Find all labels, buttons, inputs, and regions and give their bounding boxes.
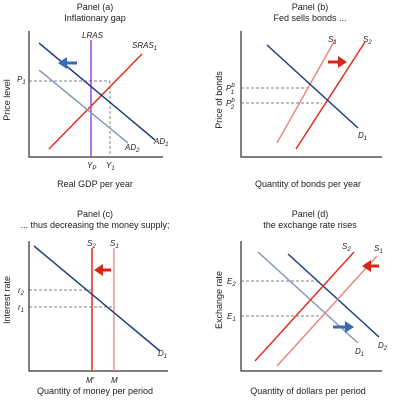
- panel-c-m-label: M: [111, 376, 118, 385]
- panel-b-pb2-label: Pb 2: [226, 98, 235, 111]
- panel-d-d1-curve: [257, 251, 359, 344]
- panel-d-xlabel: Quantity of dollars per period: [250, 386, 366, 396]
- panel-c-s2-label: S2: [87, 239, 96, 250]
- panel-d-ylabel: Exchange rate: [214, 271, 224, 329]
- panel-a-xlabel: Real GDP per year: [57, 179, 133, 189]
- panel-d-subtitle: the exchange rate rises: [263, 220, 357, 230]
- panel-b-subtitle: Fed sells bonds ...: [273, 13, 346, 23]
- panel-a-ad2-label: AD2: [124, 143, 140, 154]
- panel-c-m-prime-label: M': [86, 376, 95, 385]
- panel-d-s2-curve: [254, 251, 355, 362]
- panel-b-s2-label: S2: [363, 35, 372, 46]
- panel-a-lras-label: LRAS: [82, 31, 104, 40]
- panel-b-xlabel: Quantity of bonds per year: [255, 179, 361, 189]
- panel-d-d2-label: D2: [378, 341, 388, 352]
- panel-c: Panel (c) ... thus decreasing the money …: [2, 209, 170, 396]
- panel-d-s1-label: S1: [374, 244, 383, 255]
- panel-b-axes: [240, 31, 382, 158]
- panel-d-s1-curve: [276, 255, 378, 367]
- panel-c-subtitle: ... thus decreasing the money supply;: [20, 220, 169, 230]
- panel-b-title: Panel (b): [292, 2, 329, 12]
- panel-c-axes: [28, 241, 168, 372]
- panel-c-title: Panel (c): [77, 209, 113, 219]
- panel-c-ylabel: Interest rate: [2, 276, 12, 324]
- panel-a-ad1-curve: [38, 42, 156, 141]
- panel-c-shift-arrow: [94, 264, 111, 276]
- panel-b-pb1-label: Pb 1: [226, 83, 235, 96]
- panel-a-ylabel: Price level: [2, 79, 12, 121]
- panel-c-r2-label: r2: [18, 286, 25, 297]
- panel-b-ylabel: Price of bonds: [214, 71, 224, 129]
- panel-a-axes: [28, 31, 163, 158]
- panel-c-s1-label: S1: [110, 239, 119, 250]
- panel-a-p1-label: P1: [17, 75, 26, 86]
- panel-a-title: Panel (a): [77, 2, 114, 12]
- panel-a-shift-arrow: [58, 57, 77, 69]
- panel-a-yp-label: YP: [87, 161, 96, 172]
- panel-d-demand-shift-arrow: [333, 321, 354, 333]
- panel-d-title: Panel (d): [292, 209, 329, 219]
- panel-b-s2-curve: [295, 41, 366, 150]
- panel-d-d2-curve: [287, 253, 380, 338]
- panel-d: Panel (d) the exchange rate rises Exchan…: [214, 209, 388, 396]
- panel-b: Panel (b) Fed sells bonds ... Price of b…: [214, 2, 382, 189]
- panel-c-d1-label: D1: [158, 349, 167, 360]
- panel-c-xlabel: Quantity of money per period: [37, 386, 153, 396]
- panel-d-e2-label: E2: [227, 277, 236, 288]
- panel-c-d1-curve: [33, 245, 161, 352]
- panel-a: Panel (a) Inflationary gap Price level R…: [2, 2, 168, 189]
- panel-c-r1-label: r1: [18, 303, 24, 314]
- panel-a-subtitle: Inflationary gap: [64, 13, 126, 23]
- panel-b-d1-curve: [266, 44, 359, 129]
- panel-d-e1-label: E1: [227, 312, 236, 323]
- panel-a-sras-label: SRAS1: [132, 41, 157, 52]
- panel-a-sras1-curve: [48, 53, 143, 150]
- panel-d-s2-label: S2: [342, 242, 351, 253]
- panel-a-ad1-label: AD1: [153, 137, 168, 148]
- panel-d-supply-shift-arrow: [362, 260, 379, 272]
- panel-d-axes: [240, 241, 382, 372]
- panel-b-s1-label: S1: [328, 35, 337, 46]
- panel-d-d1-label: D1: [355, 347, 364, 358]
- panel-b-shift-arrow: [328, 56, 347, 68]
- panel-b-s1-curve: [276, 39, 336, 144]
- panel-b-d1-label: D1: [358, 131, 367, 142]
- panel-a-y1-label: Y1: [106, 161, 115, 172]
- panel-a-ad2-curve: [38, 69, 129, 144]
